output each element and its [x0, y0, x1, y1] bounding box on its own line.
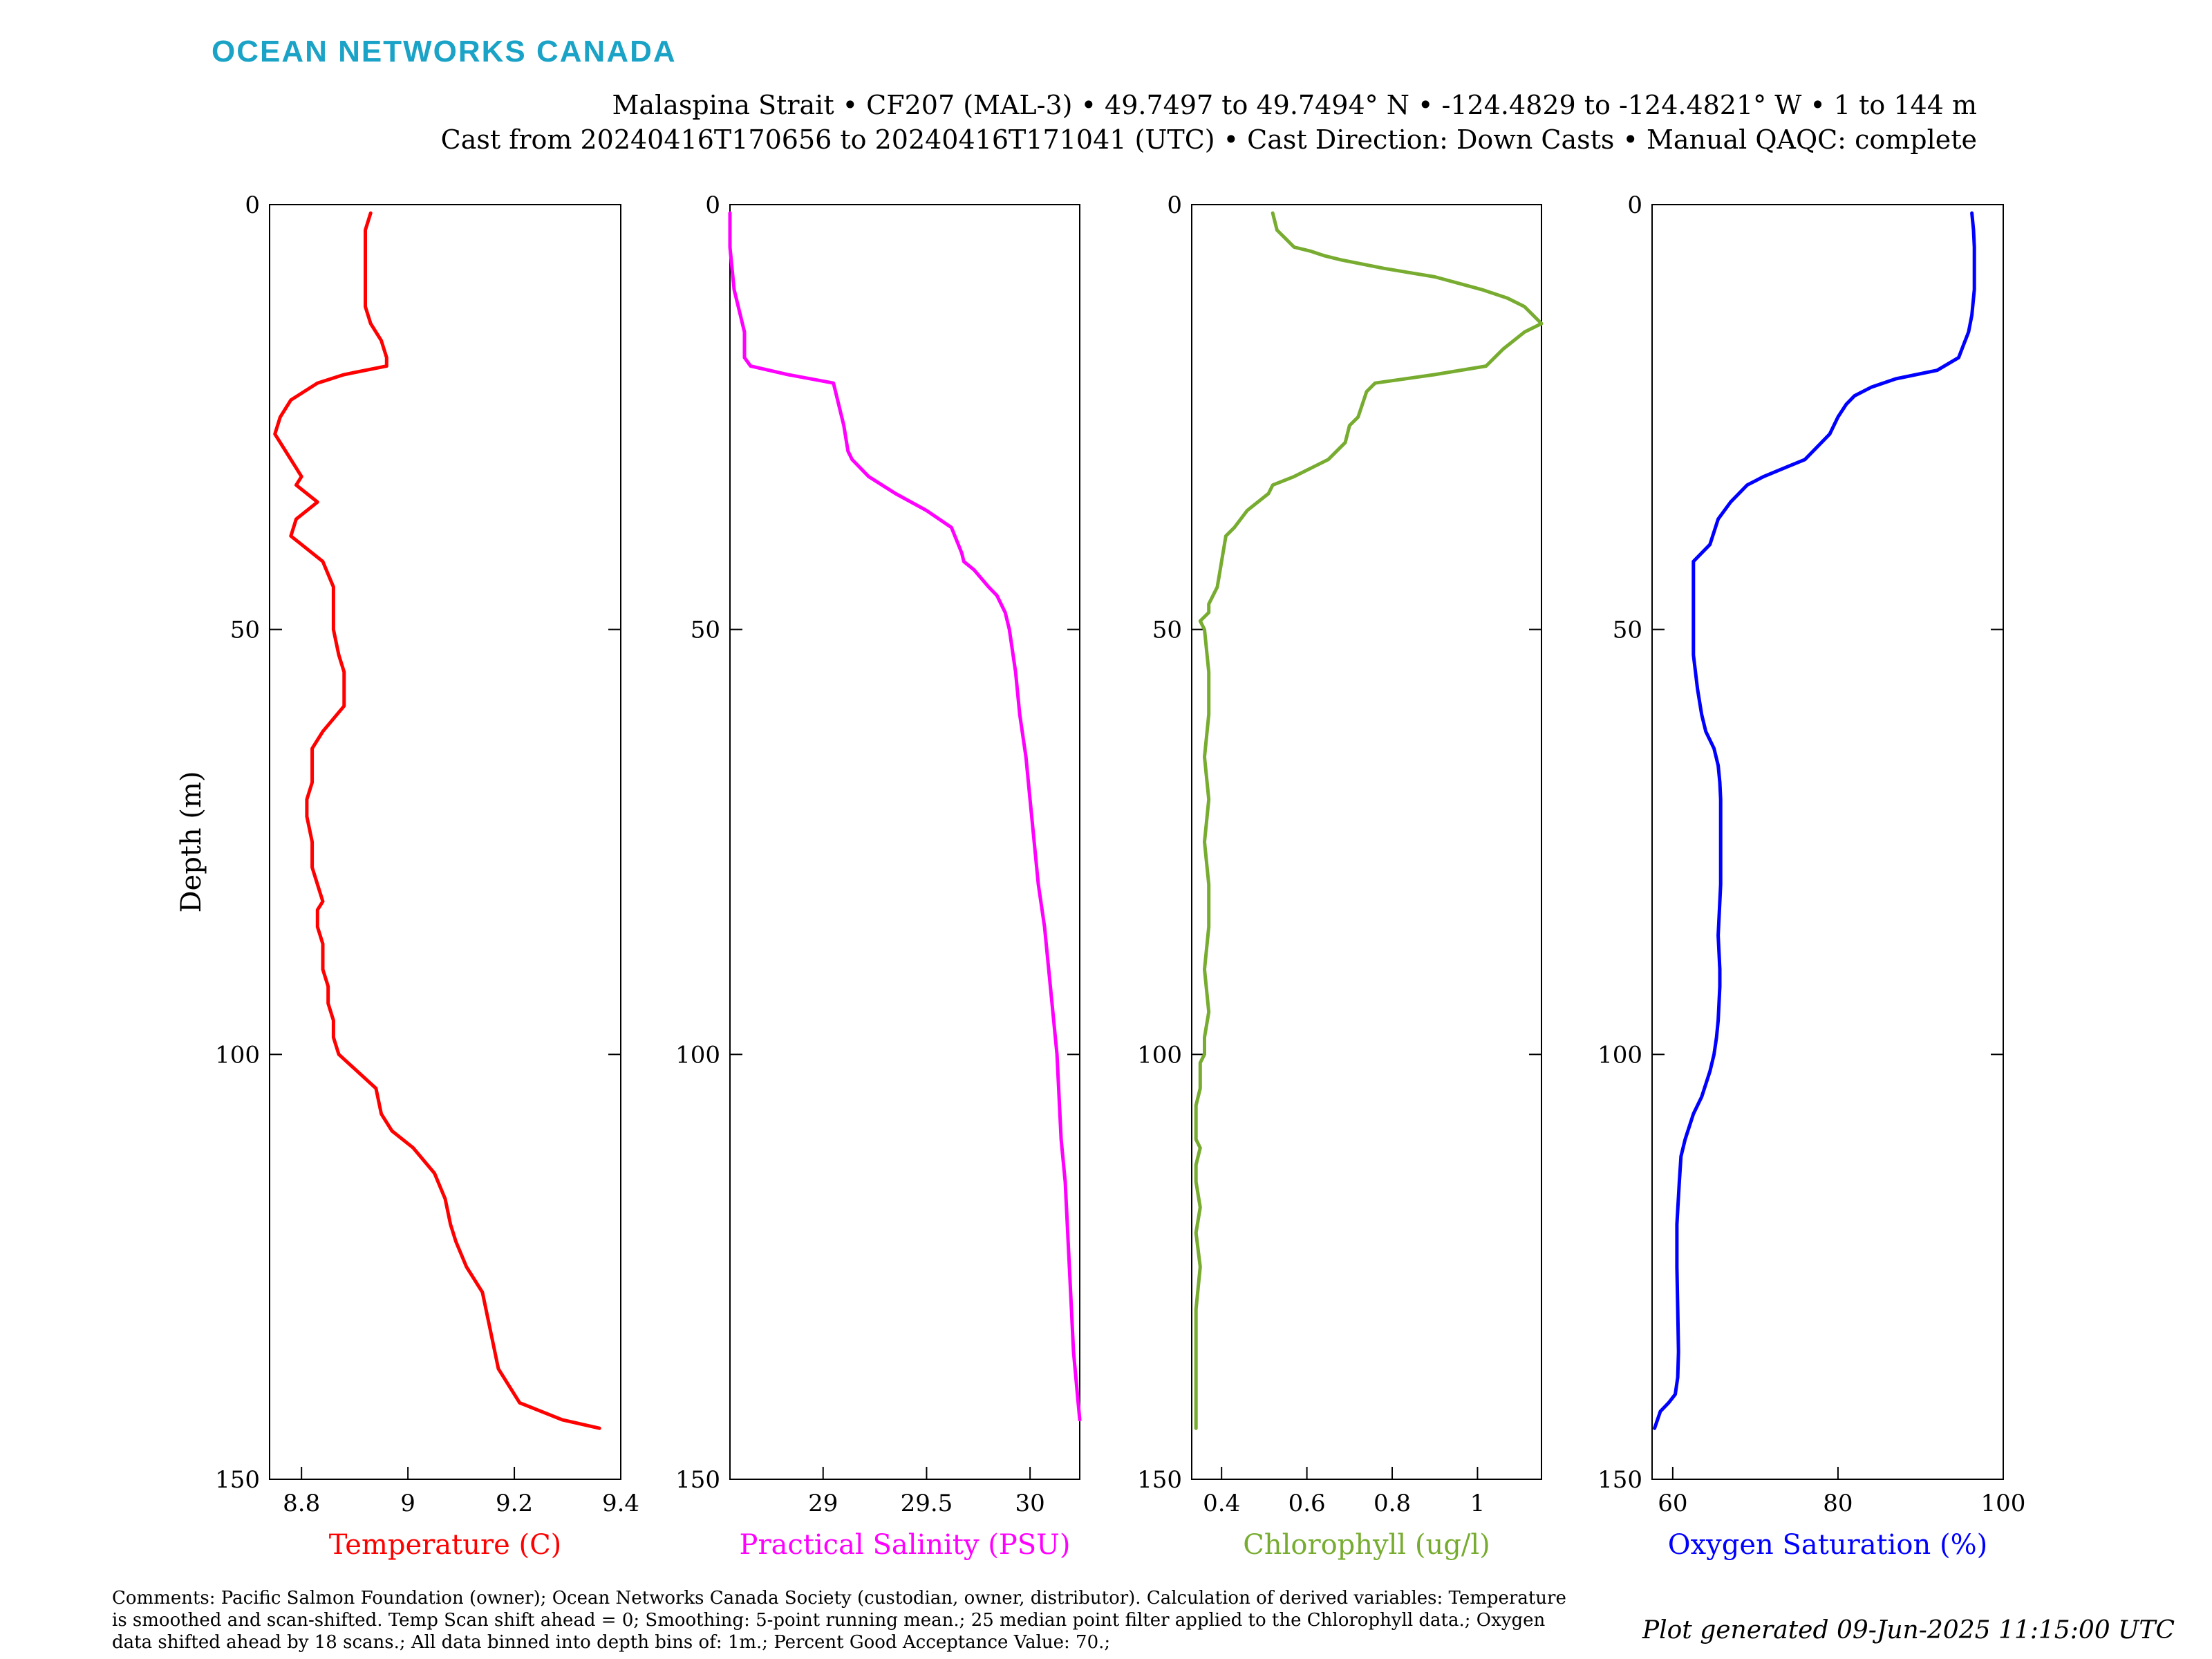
oxygen-profile-line — [1653, 211, 1976, 1430]
salinity-axis-label: Practical Salinity (PSU) — [740, 1529, 1071, 1561]
processing-comments: Comments: Pacific Salmon Foundation (own… — [112, 1588, 1566, 1653]
chlorophyll-xtick-label: 0.6 — [1288, 1490, 1326, 1517]
temperature-ytick-label: 0 — [245, 191, 260, 219]
oxygen-xtick-label: 100 — [1981, 1490, 2026, 1517]
oxygen-xtick-label: 80 — [1823, 1490, 1853, 1517]
salinity-xtick-label: 29.5 — [901, 1490, 953, 1517]
oxygen-xtick-label: 60 — [1658, 1490, 1687, 1517]
temperature-ytick-label: 100 — [215, 1041, 260, 1069]
chlorophyll-axis-label: Chlorophyll (ug/l) — [1243, 1529, 1490, 1561]
temperature-axis-label: Temperature (C) — [329, 1529, 562, 1561]
temperature-xtick-label: 9 — [400, 1490, 415, 1517]
oxygen-axis-label: Oxygen Saturation (%) — [1668, 1529, 1987, 1561]
chlorophyll-ytick-label: 150 — [1137, 1466, 1182, 1494]
temperature-ytick-label: 150 — [215, 1466, 260, 1494]
temperature-xtick-label: 8.8 — [283, 1490, 320, 1517]
chlorophyll-ytick-label: 0 — [1167, 191, 1182, 219]
oxygen-ytick-label: 100 — [1597, 1041, 1642, 1069]
temperature-axes-box — [269, 204, 621, 1480]
chlorophyll-ytick-label: 50 — [1152, 617, 1182, 644]
oxygen-ytick-label: 0 — [1627, 191, 1642, 219]
temperature-profile-line — [273, 211, 601, 1430]
salinity-profile-line — [728, 211, 1082, 1422]
temperature-xtick-label: 9.2 — [496, 1490, 533, 1517]
cast-location-header: Malaspina Strait • CF207 (MAL-3) • 49.74… — [612, 90, 1978, 120]
depth-axis-label: Depth (m) — [176, 771, 207, 912]
chlorophyll-axes-box — [1191, 204, 1542, 1480]
salinity-xtick-label: 30 — [1015, 1490, 1045, 1517]
chlorophyll-profile-line — [1194, 211, 1544, 1430]
chlorophyll-xtick-label: 1 — [1470, 1490, 1485, 1517]
chlorophyll-xtick-label: 0.8 — [1374, 1490, 1411, 1517]
salinity-xtick-label: 29 — [808, 1490, 838, 1517]
salinity-ytick-label: 100 — [675, 1041, 720, 1069]
salinity-ytick-label: 50 — [691, 617, 720, 644]
oxygen-ytick-label: 50 — [1613, 617, 1642, 644]
plot-generated-timestamp: Plot generated 09-Jun-2025 11:15:00 UTC — [1642, 1616, 2175, 1644]
temperature-xtick-label: 9.4 — [602, 1490, 639, 1517]
chlorophyll-xtick-label: 0.4 — [1203, 1490, 1240, 1517]
temperature-ytick-label: 50 — [230, 617, 260, 644]
oxygen-ytick-label: 150 — [1597, 1466, 1642, 1494]
oxygen-axes-box — [1651, 204, 2004, 1480]
chlorophyll-ytick-label: 100 — [1137, 1041, 1182, 1069]
salinity-ytick-label: 0 — [705, 191, 720, 219]
salinity-axes-box — [729, 204, 1080, 1480]
ocean-networks-canada-logo: OCEAN NETWORKS CANADA — [212, 35, 677, 68]
cast-time-header: Cast from 20240416T170656 to 20240416T17… — [440, 124, 1977, 155]
salinity-ytick-label: 150 — [675, 1466, 720, 1494]
